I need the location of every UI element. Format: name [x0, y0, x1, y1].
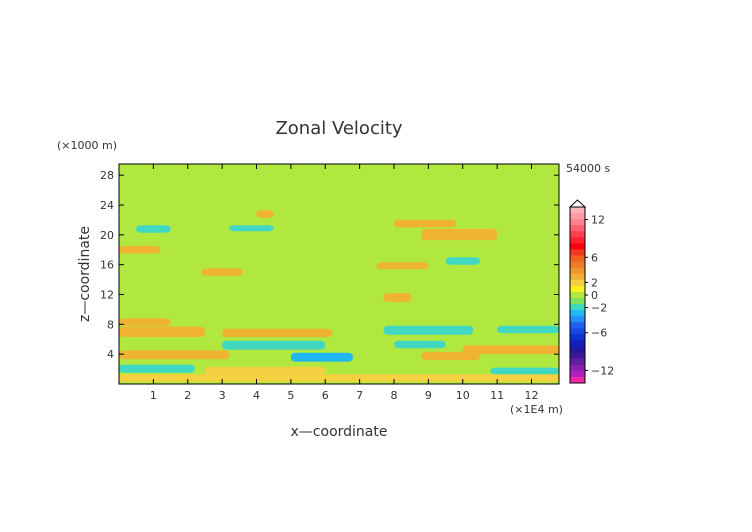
x-tick-label: 3: [219, 389, 226, 402]
colorbar-segment: [570, 328, 585, 335]
x-tick-label: 4: [253, 389, 260, 402]
colorbar-segment: [570, 316, 585, 323]
velocity-band: [119, 350, 229, 360]
colorbar-segment: [570, 376, 585, 384]
colorbar-segment: [570, 279, 585, 287]
velocity-band: [204, 366, 326, 375]
x-tick-label: 12: [525, 389, 539, 402]
x-tick-label: 1: [150, 389, 157, 402]
colorbar-segment: [570, 267, 585, 275]
colorbar-labels: 12 6 20−2 −6 −12: [585, 214, 614, 377]
colorbar-label: 0: [591, 289, 598, 302]
velocity-band: [136, 225, 171, 233]
colorbar-segment: [570, 225, 585, 232]
velocity-band: [376, 262, 429, 270]
colorbar-segment: [570, 364, 585, 372]
x-tick-label: 10: [456, 389, 470, 402]
velocity-band: [119, 246, 161, 254]
x-unit-label: (×1E4 m): [510, 403, 563, 416]
colorbar-segment: [570, 207, 585, 214]
colorbar-segment: [570, 219, 585, 226]
y-tick-label: 24: [100, 199, 114, 212]
y-tick-label: 16: [100, 259, 114, 272]
x-tick-label: 7: [356, 389, 363, 402]
colorbar-segment: [570, 273, 585, 281]
y-unit-label: (×1000 m): [57, 139, 117, 152]
colorbar-segment: [570, 304, 585, 311]
y-axis-label: z—coordinate: [77, 226, 93, 322]
colorbar-segment: [570, 213, 585, 220]
y-tick-label: 4: [107, 348, 114, 361]
x-tick-label: 11: [490, 389, 504, 402]
velocity-band: [290, 352, 353, 362]
colorbar-segment: [570, 370, 585, 378]
x-axis-label: x—coordinate: [291, 424, 388, 440]
velocity-band: [222, 340, 326, 350]
x-tick-label: 6: [322, 389, 329, 402]
x-axis-ticks: 1 2 3 4 5 6 7 8 9 10 11 12: [150, 164, 539, 402]
colorbar-label: −2: [591, 302, 607, 315]
x-tick-label: 9: [425, 389, 432, 402]
time-label: 54000 s: [566, 162, 610, 175]
velocity-band: [383, 293, 412, 302]
velocity-band: [421, 351, 480, 361]
colorbar-segment: [570, 358, 585, 366]
colorbar-segment: [570, 255, 585, 263]
velocity-band: [229, 225, 274, 232]
x-tick-label: 8: [391, 389, 398, 402]
colorbar-segment: [570, 322, 585, 329]
colorbar-segment: [570, 261, 585, 269]
y-tick-label: 12: [100, 289, 114, 302]
colorbar-label: 12: [591, 214, 605, 227]
velocity-band: [490, 367, 559, 375]
colorbar-segment: [570, 237, 585, 244]
colorbar-label: 6: [591, 251, 598, 264]
velocity-band: [222, 328, 333, 337]
velocity-band: [394, 340, 446, 349]
velocity-band: [383, 325, 474, 335]
y-tick-label: 8: [107, 318, 114, 331]
plot-frame: [118, 163, 560, 385]
velocity-band: [445, 257, 480, 265]
colorbar-segment: [570, 352, 585, 360]
velocity-band: [256, 210, 274, 218]
velocity-band: [497, 325, 559, 334]
y-axis-ticks: 4 8 12 16 20 24 28: [100, 169, 559, 361]
velocity-band: [119, 374, 559, 382]
colorbar-segment: [570, 231, 585, 238]
velocity-band: [119, 318, 171, 326]
colorbar-segment: [570, 243, 585, 250]
velocity-band: [201, 268, 243, 276]
colorbar-segment: [570, 249, 585, 256]
colorbar-segment: [570, 291, 585, 299]
x-tick-label: 5: [287, 389, 294, 402]
y-tick-label: 20: [100, 229, 114, 242]
x-tick-label: 2: [184, 389, 191, 402]
velocity-band: [394, 219, 456, 228]
colorbar-label: 2: [591, 276, 598, 289]
velocity-band: [462, 345, 559, 355]
colorbar-max-arrow: [568, 199, 587, 208]
colorbar-segment: [570, 298, 585, 305]
chart-title: Zonal Velocity: [275, 118, 402, 139]
plot-area: [119, 164, 559, 384]
colorbar-segment: [570, 340, 585, 347]
colorbar-label: −12: [591, 364, 614, 377]
colorbar-label: −6: [591, 327, 607, 340]
velocity-bands: [119, 210, 559, 382]
velocity-band: [421, 228, 498, 241]
colorbar-segment: [570, 334, 585, 341]
velocity-band: [119, 364, 195, 373]
colorbar-segment: [570, 310, 585, 317]
velocity-band: [119, 326, 205, 337]
colorbar-segment: [570, 346, 585, 354]
y-tick-label: 28: [100, 169, 114, 182]
colorbar-segment: [570, 285, 585, 293]
colorbar: [568, 199, 587, 384]
